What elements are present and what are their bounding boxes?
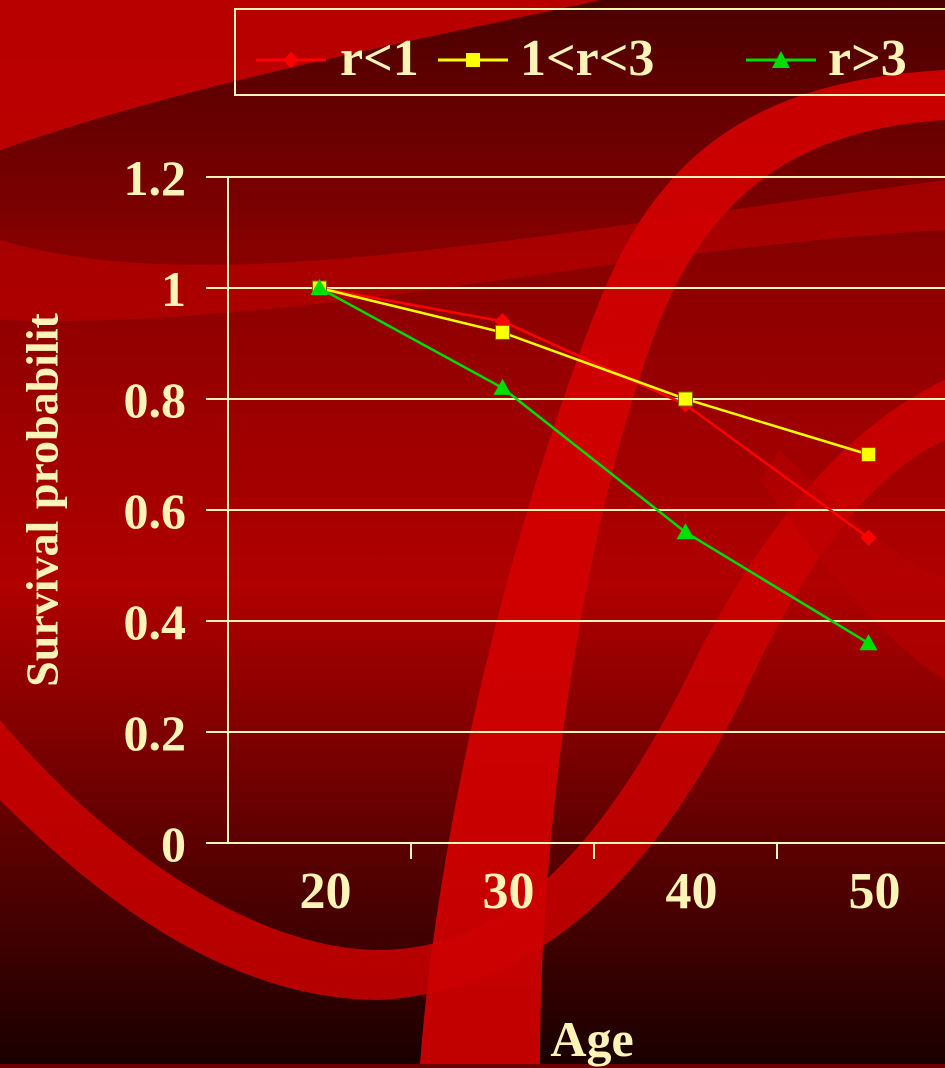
series-1: [311, 280, 877, 546]
legend-swatch-square-icon: [438, 53, 508, 67]
y-tick-label: 0.2: [124, 705, 187, 761]
series-line: [319, 286, 870, 539]
data-point-square: [678, 391, 693, 407]
legend-label: r<1: [340, 30, 419, 87]
series-2: [312, 280, 876, 462]
y-tick-label: 1: [161, 261, 186, 317]
tick-labels: 0 0.2 0.4 0.6 0.8 1 1.2 20 30 40 50: [124, 150, 901, 920]
gridlines: [228, 176, 945, 733]
data-point-triangle: [493, 378, 512, 395]
y-tick-label: 0.4: [124, 594, 187, 650]
y-tick-label: 0.6: [124, 483, 187, 539]
legend-swatch-diamond-icon: [256, 52, 326, 68]
series-line: [318, 286, 870, 645]
data-point-triangle: [859, 634, 878, 651]
x-axis-label: Age: [550, 1011, 634, 1067]
y-tick-label: 1.2: [124, 150, 187, 206]
data-point-square: [495, 324, 510, 340]
x-tick-label: 50: [849, 863, 901, 920]
series-lines: [310, 279, 878, 651]
legend-label: 1<r<3: [520, 30, 655, 87]
y-tick-label: 0.8: [124, 372, 187, 428]
x-tick-label: 30: [483, 863, 535, 920]
axes: [206, 176, 945, 859]
data-point-diamond: [860, 529, 877, 546]
data-point-square: [861, 447, 876, 462]
data-point-triangle: [310, 279, 329, 295]
x-tick-label: 40: [666, 863, 718, 920]
series-line: [319, 286, 869, 456]
legend-label: r>3: [828, 30, 907, 87]
data-point-triangle: [676, 523, 695, 540]
legend: r<1 1<r<3 r>3: [234, 8, 945, 96]
legend-swatch-triangle-icon: [746, 51, 816, 68]
y-axis-label: Survival probabilit: [16, 313, 68, 687]
x-tick-label: 20: [300, 863, 352, 920]
y-tick-label: 0: [161, 816, 186, 872]
series-3: [310, 279, 878, 651]
